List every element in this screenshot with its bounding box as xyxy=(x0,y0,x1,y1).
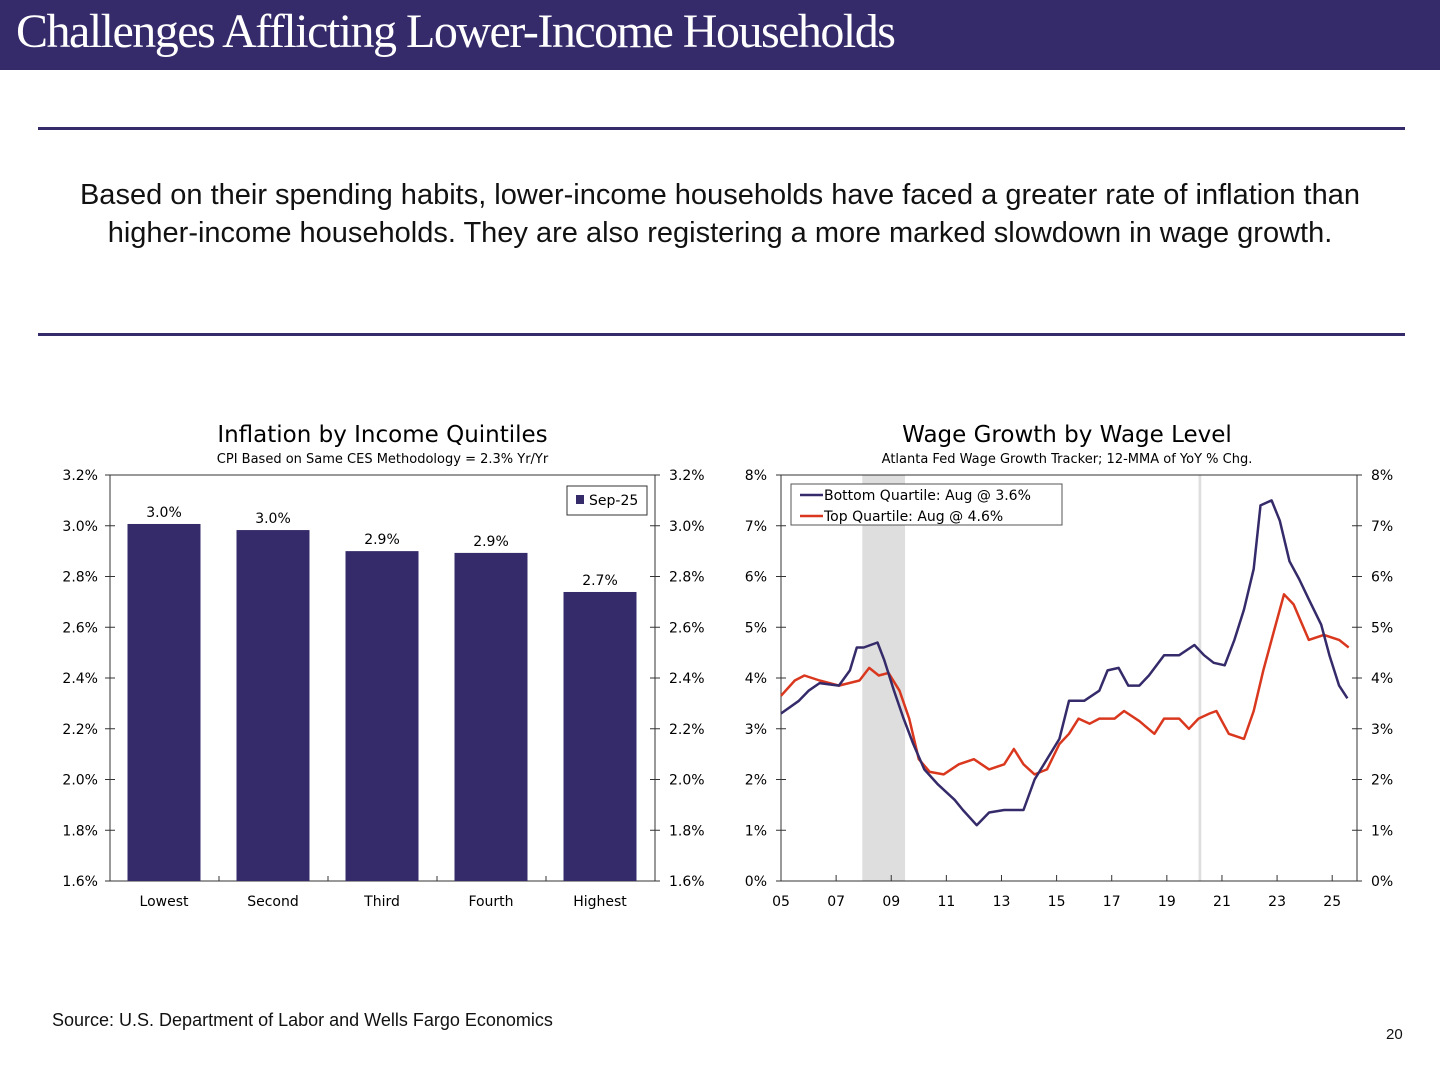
y-tick-label-left: 1% xyxy=(745,823,767,839)
y-tick-label-right: 5% xyxy=(1371,620,1393,636)
legend-label: Top Quartile: Aug @ 4.6% xyxy=(823,509,1003,525)
y-tick-label-right: 4% xyxy=(1371,671,1393,687)
y-tick-label-left: 6% xyxy=(745,570,767,586)
y-tick-label-left: 1.8% xyxy=(62,823,98,839)
x-tick-label: Fourth xyxy=(468,894,513,910)
bar-data-label: 3.0% xyxy=(146,505,182,521)
y-tick-label-right: 8% xyxy=(1371,468,1393,484)
y-tick-label-left: 2.8% xyxy=(62,570,98,586)
y-tick-label-right: 1.8% xyxy=(669,823,705,839)
x-tick-label: 17 xyxy=(1103,894,1121,910)
y-tick-label-right: 2.0% xyxy=(669,773,705,789)
y-tick-label-left: 2.6% xyxy=(62,620,98,636)
y-tick-label-right: 1.6% xyxy=(669,874,705,890)
y-tick-label-right: 1% xyxy=(1371,823,1393,839)
x-tick-label: 19 xyxy=(1158,894,1176,910)
x-tick-label: Highest xyxy=(573,894,627,910)
y-tick-label-left: 1.6% xyxy=(62,874,98,890)
bottom-divider xyxy=(38,333,1405,336)
top-quartile-line xyxy=(780,593,1350,776)
y-tick-label-right: 3% xyxy=(1371,722,1393,738)
legend-swatch-sep-25 xyxy=(576,495,584,504)
y-tick-label-right: 2% xyxy=(1371,773,1393,789)
bar-chart-subtitle: CPI Based on Same CES Methodology = 2.3%… xyxy=(217,452,549,467)
legend-label: Bottom Quartile: Aug @ 3.6% xyxy=(824,488,1031,504)
page-title: Challenges Afflicting Lower-Income House… xyxy=(16,5,896,58)
y-tick-label-left: 2% xyxy=(745,773,767,789)
x-tick-label: 09 xyxy=(882,894,900,910)
bar-lowest xyxy=(127,523,201,881)
x-tick-label: 15 xyxy=(1048,894,1066,910)
x-tick-label: 21 xyxy=(1213,894,1231,910)
x-tick-label: 11 xyxy=(937,894,955,910)
bar-fourth xyxy=(454,552,528,881)
bar-chart-title: Inflation by Income Quintiles xyxy=(217,422,547,448)
y-tick-label-left: 3% xyxy=(745,722,767,738)
x-tick-label: 07 xyxy=(827,894,845,910)
x-tick-label: Third xyxy=(363,894,400,910)
bar-highest xyxy=(563,591,637,881)
source-note: Source: U.S. Department of Labor and Wel… xyxy=(52,1010,553,1030)
y-tick-label-left: 2.4% xyxy=(62,671,98,687)
top-divider xyxy=(38,127,1405,130)
y-tick-label-left: 2.0% xyxy=(62,773,98,789)
y-tick-label-left: 5% xyxy=(745,620,767,636)
bar-data-label: 2.7% xyxy=(582,573,618,589)
y-tick-label-right: 2.6% xyxy=(669,620,705,636)
bar-data-label: 2.9% xyxy=(473,534,509,550)
y-tick-label-left: 4% xyxy=(745,671,767,687)
y-tick-label-left: 8% xyxy=(745,468,767,484)
bar-data-label: 2.9% xyxy=(364,532,400,548)
header-bar: Challenges Afflicting Lower-Income House… xyxy=(0,0,1440,70)
y-tick-label-left: 2.2% xyxy=(62,722,98,738)
y-tick-label-right: 2.8% xyxy=(669,570,705,586)
y-tick-label-left: 3.0% xyxy=(62,519,98,535)
summary-text: Based on their spending habits, lower-in… xyxy=(79,179,1361,249)
y-tick-label-right: 0% xyxy=(1371,874,1393,890)
y-tick-label-right: 3.2% xyxy=(669,468,705,484)
recession-shade xyxy=(1198,475,1202,881)
bar-third xyxy=(345,551,419,881)
y-tick-label-right: 2.4% xyxy=(669,671,705,687)
y-tick-label-right: 3.0% xyxy=(669,519,705,535)
y-tick-label-right: 6% xyxy=(1371,570,1393,586)
y-tick-label-right: 7% xyxy=(1371,519,1393,535)
y-tick-label-left: 7% xyxy=(745,519,767,535)
line-chart-title: Wage Growth by Wage Level xyxy=(902,422,1232,448)
x-tick-label: 05 xyxy=(772,894,790,910)
x-tick-label: 25 xyxy=(1323,894,1341,910)
page-number: 20 xyxy=(1386,1026,1403,1043)
recession-shade xyxy=(862,475,906,881)
line-chart-subtitle: Atlanta Fed Wage Growth Tracker; 12-MMA … xyxy=(882,452,1253,467)
x-tick-label: Second xyxy=(247,894,299,910)
x-tick-label: 23 xyxy=(1268,894,1286,910)
x-tick-label: Lowest xyxy=(140,894,189,910)
bottom-quartile-line xyxy=(780,499,1349,827)
x-tick-label: 13 xyxy=(993,894,1011,910)
bar-data-label: 3.0% xyxy=(255,511,291,527)
legend-box xyxy=(790,483,1063,526)
bar-second xyxy=(236,530,310,881)
legend-label: Sep-25 xyxy=(589,493,638,509)
y-tick-label-right: 2.2% xyxy=(669,722,705,738)
y-tick-label-left: 3.2% xyxy=(62,468,98,484)
y-tick-label-left: 0% xyxy=(745,874,767,890)
